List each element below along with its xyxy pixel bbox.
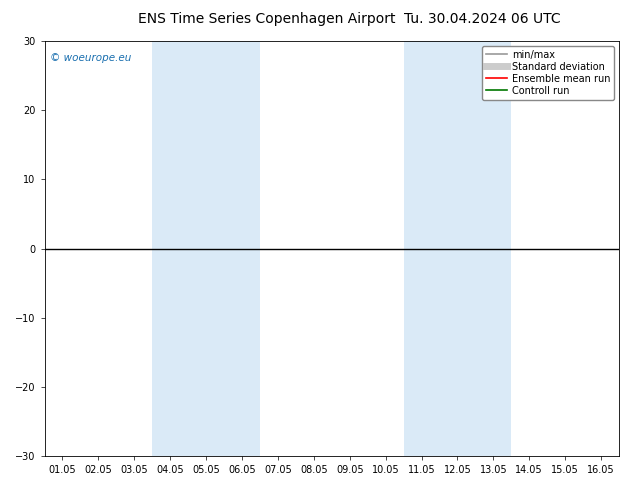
Bar (404, 41, 511, 456)
Text: ENS Time Series Copenhagen Airport: ENS Time Series Copenhagen Airport (138, 12, 395, 26)
Text: Tu. 30.04.2024 06 UTC: Tu. 30.04.2024 06 UTC (403, 12, 560, 26)
Bar (152, 41, 260, 456)
Text: © woeurope.eu: © woeurope.eu (50, 53, 132, 64)
Legend: min/max, Standard deviation, Ensemble mean run, Controll run: min/max, Standard deviation, Ensemble me… (482, 46, 614, 99)
